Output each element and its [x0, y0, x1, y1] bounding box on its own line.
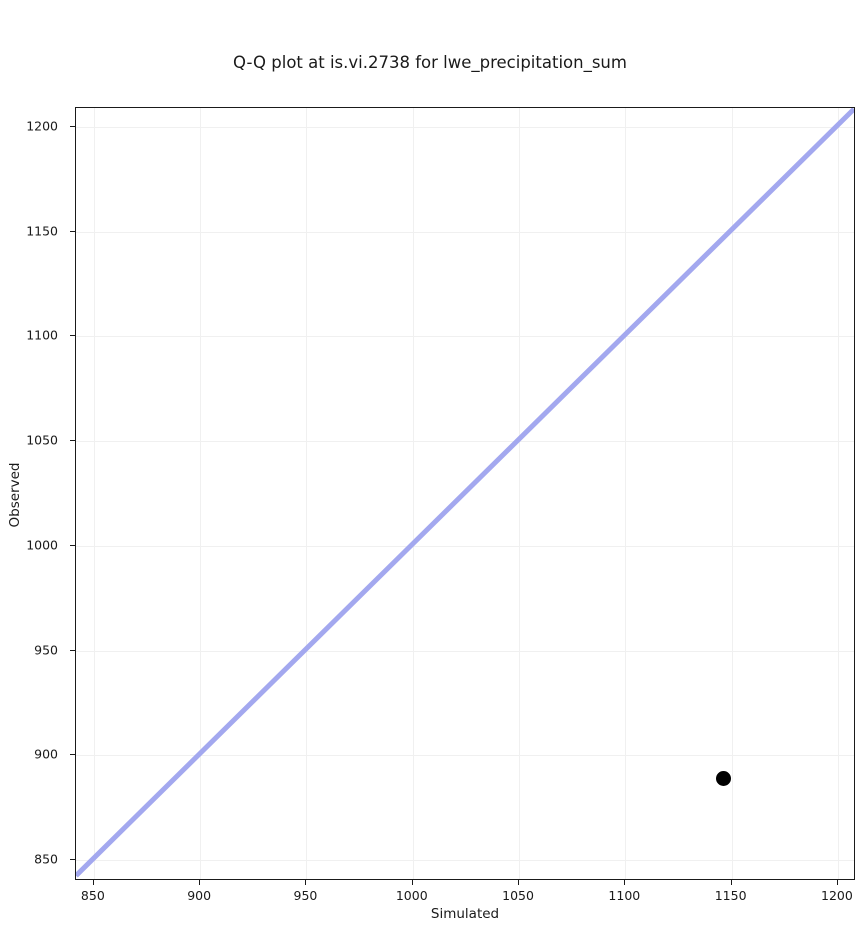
x-tick-label: 900 [187, 888, 212, 903]
y-tick-mark [70, 544, 75, 546]
y-tick-mark [70, 440, 75, 442]
x-tick-mark [305, 880, 307, 885]
gridline-vertical [625, 108, 627, 879]
gridline-vertical [519, 108, 521, 879]
y-tick-label: 1100 [26, 327, 58, 343]
plot-area [75, 107, 855, 880]
x-tick-label: 950 [293, 888, 318, 903]
y-axis-label: Observed [7, 462, 23, 528]
identity-line-segment [76, 109, 854, 876]
y-tick-label: 950 [34, 642, 58, 658]
x-tick-mark [518, 880, 520, 885]
x-axis-label: Simulated [430, 906, 500, 922]
x-tick-label: 1050 [502, 888, 534, 903]
x-tick-label: 850 [80, 888, 105, 903]
y-tick-mark [70, 125, 75, 127]
y-tick-mark [70, 859, 75, 861]
gridline-horizontal [76, 545, 854, 547]
y-tick-label: 1200 [26, 118, 58, 134]
x-tick-mark [92, 880, 94, 885]
x-tick-label: 1200 [821, 888, 853, 903]
gridline-horizontal [76, 860, 854, 862]
y-tick-mark [70, 649, 75, 651]
y-tick-label: 1050 [26, 432, 58, 448]
gridline-vertical [837, 108, 839, 879]
gridline-horizontal [76, 441, 854, 443]
gridline-vertical [731, 108, 733, 879]
gridline-horizontal [76, 755, 854, 757]
x-tick-mark [836, 880, 838, 885]
gridline-vertical [306, 108, 308, 879]
y-tick-mark [70, 754, 75, 756]
gridline-horizontal [76, 231, 854, 233]
data-point[interactable] [715, 770, 731, 786]
y-tick-label: 850 [34, 851, 58, 867]
x-tick-mark [730, 880, 732, 885]
x-tick-label: 1000 [395, 888, 428, 903]
y-tick-label: 1000 [26, 537, 58, 553]
identity-reference-line [76, 108, 854, 879]
y-tick-mark [70, 335, 75, 337]
gridline-horizontal [76, 126, 854, 128]
chart-title-line-1: Q-Q plot at is.vi.2738 for lwe_precipita… [233, 53, 627, 72]
gridline-horizontal [76, 336, 854, 338]
y-tick-label: 900 [34, 746, 58, 762]
gridline-vertical [93, 108, 95, 879]
x-tick-label: 1100 [608, 888, 641, 903]
x-tick-mark [199, 880, 201, 885]
y-tick-label: 1150 [26, 223, 58, 239]
gridline-vertical [200, 108, 202, 879]
x-tick-mark [411, 880, 413, 885]
y-tick-mark [70, 230, 75, 232]
gridline-vertical [412, 108, 414, 879]
gridline-horizontal [76, 650, 854, 652]
x-tick-mark [624, 880, 626, 885]
x-tick-label: 1150 [714, 888, 747, 903]
